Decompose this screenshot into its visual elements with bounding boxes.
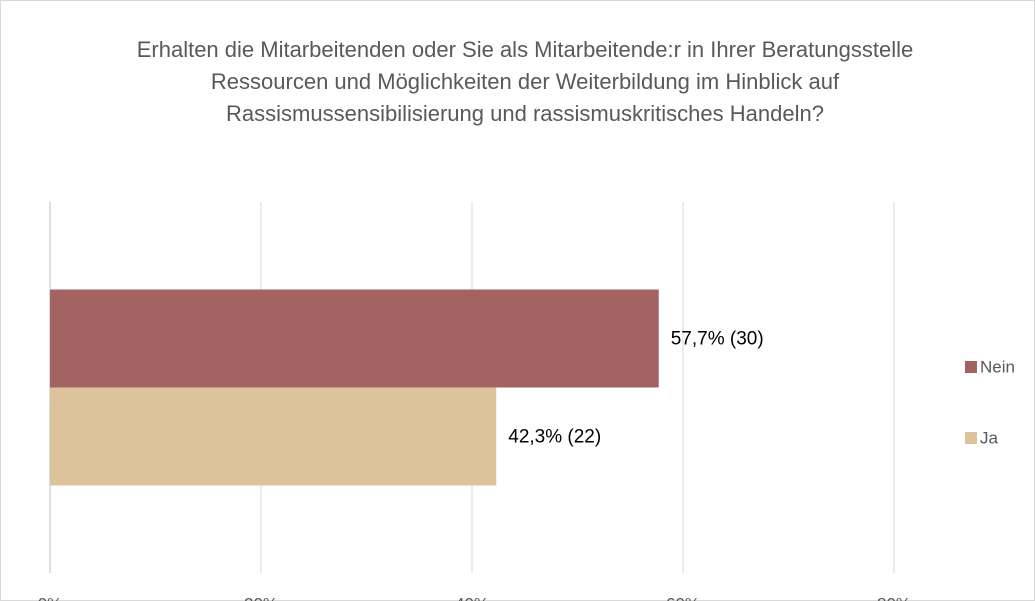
legend-label: Ja: [980, 428, 999, 447]
legend-swatch: [965, 432, 977, 444]
data-label: 42,3% (22): [508, 427, 601, 448]
legend-label: Nein: [980, 357, 1015, 376]
x-tick-label: 40%: [455, 594, 489, 601]
bar: [50, 387, 497, 486]
x-tick-label: 0%: [38, 594, 63, 601]
chart-title: Erhalten die Mitarbeitenden oder Sie als…: [136, 37, 914, 126]
x-tick-label: 80%: [877, 594, 911, 601]
legend-swatch: [965, 361, 977, 373]
data-label: 57,7% (30): [671, 329, 764, 350]
x-tick-label: 20%: [244, 594, 278, 601]
x-tick-label: 60%: [666, 594, 700, 601]
bar: [50, 289, 659, 388]
